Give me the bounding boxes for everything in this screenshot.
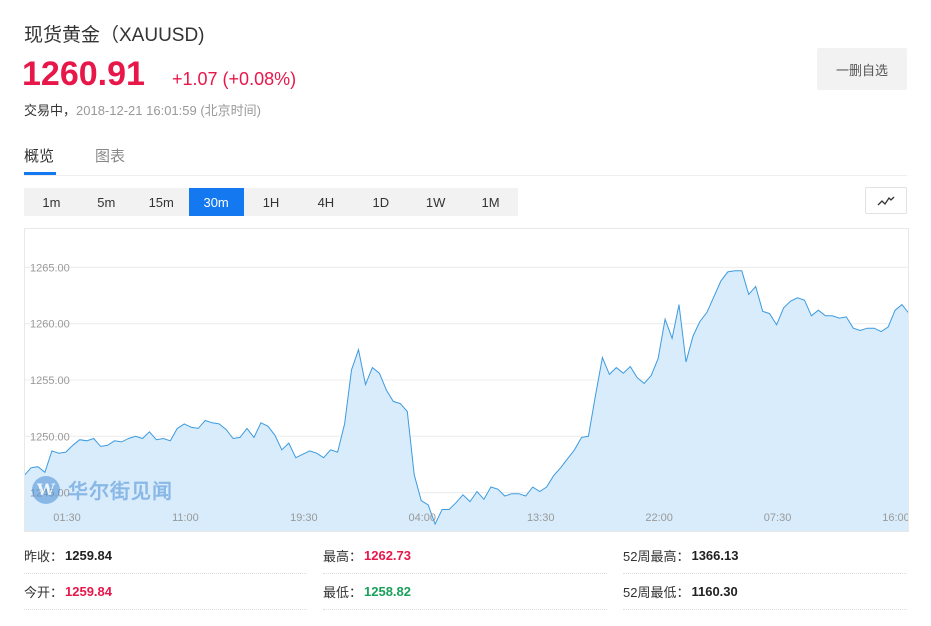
- current-price: 1260.91: [22, 55, 145, 93]
- price-area: [24, 270, 909, 532]
- period-1w[interactable]: 1W: [425, 194, 446, 210]
- stat-value: 1259.84: [65, 548, 113, 563]
- line-chart-toggle-button[interactable]: [865, 187, 907, 214]
- stat-open: 今开： 1259.84: [24, 574, 307, 610]
- trading-status: 交易中，2018-12-21 16:01:59 (北京时间): [24, 100, 261, 119]
- period-30m[interactable]: 30m: [188, 188, 244, 216]
- period-5m[interactable]: 5m: [97, 194, 116, 210]
- timestamp: 2018-12-21 16:01:59 (北京时间): [76, 103, 261, 118]
- stat-label: 最高：: [323, 549, 363, 564]
- y-tick-label: 1255.00: [30, 375, 70, 387]
- y-tick-label: 1265.00: [30, 262, 70, 274]
- stat-label: 今开：: [24, 585, 64, 600]
- x-tick-label: 13:30: [527, 512, 555, 524]
- stat-value: 1366.13: [691, 548, 739, 563]
- tab-overview[interactable]: 概览: [24, 148, 55, 165]
- period-1mo[interactable]: 1M: [481, 194, 500, 210]
- stat-52w-low: 52周最低： 1160.30: [623, 574, 907, 610]
- x-tick-label: 16:00: [882, 512, 909, 524]
- period-selector: 1m 5m 15m 30m 1H 4H 1D 1W 1M: [24, 188, 518, 216]
- stat-label: 最低：: [323, 585, 363, 600]
- stat-value: 1262.73: [364, 548, 412, 563]
- tab-bar: 概览 图表: [24, 142, 907, 176]
- period-4h[interactable]: 4H: [317, 194, 335, 210]
- x-tick-label: 11:00: [172, 512, 199, 524]
- stat-high: 最高： 1262.73: [323, 538, 607, 574]
- y-tick-label: 1250.00: [30, 431, 70, 443]
- stat-52w-high: 52周最高： 1366.13: [623, 538, 907, 574]
- period-1m[interactable]: 1m: [42, 194, 61, 210]
- stat-label: 昨收：: [24, 549, 64, 564]
- line-chart-icon: [877, 196, 895, 205]
- period-15m[interactable]: 15m: [148, 194, 174, 210]
- x-tick-label: 22:00: [645, 512, 673, 524]
- price-chart[interactable]: 1245.001250.001255.001260.001265.0001:30…: [24, 228, 909, 532]
- price-change: +1.07 (+0.08%): [172, 69, 297, 89]
- period-1h[interactable]: 1H: [262, 194, 280, 210]
- stat-label: 52周最低：: [623, 585, 690, 600]
- x-tick-label: 04:00: [409, 512, 437, 524]
- stat-value: 1258.82: [364, 584, 412, 599]
- stat-value: 1160.30: [691, 584, 738, 599]
- x-tick-label: 19:30: [290, 512, 318, 524]
- page-title: 现货黄金（XAUUSD): [24, 25, 205, 46]
- stat-label: 52周最高：: [623, 549, 690, 564]
- x-tick-label: 07:30: [764, 512, 792, 524]
- x-tick-label: 01:30: [53, 512, 81, 524]
- watermark: W 华尔街见闻: [32, 475, 173, 504]
- stat-prev-close: 昨收： 1259.84: [24, 538, 307, 574]
- stat-low: 最低： 1258.82: [323, 574, 607, 610]
- active-tab-indicator: [24, 172, 56, 175]
- stat-value: 1259.84: [65, 584, 113, 599]
- remove-watchlist-button[interactable]: 一删自选: [817, 48, 907, 90]
- watermark-text: 华尔街见闻: [68, 479, 173, 503]
- tab-chart[interactable]: 图表: [95, 148, 126, 165]
- watermark-logo-icon: W: [32, 475, 60, 504]
- period-1d[interactable]: 1D: [372, 194, 390, 210]
- chart-canvas: 1245.001250.001255.001260.001265.0001:30…: [24, 262, 909, 532]
- price-line: [24, 270, 909, 526]
- status-label: 交易中，: [24, 103, 77, 118]
- y-tick-label: 1260.00: [30, 319, 70, 331]
